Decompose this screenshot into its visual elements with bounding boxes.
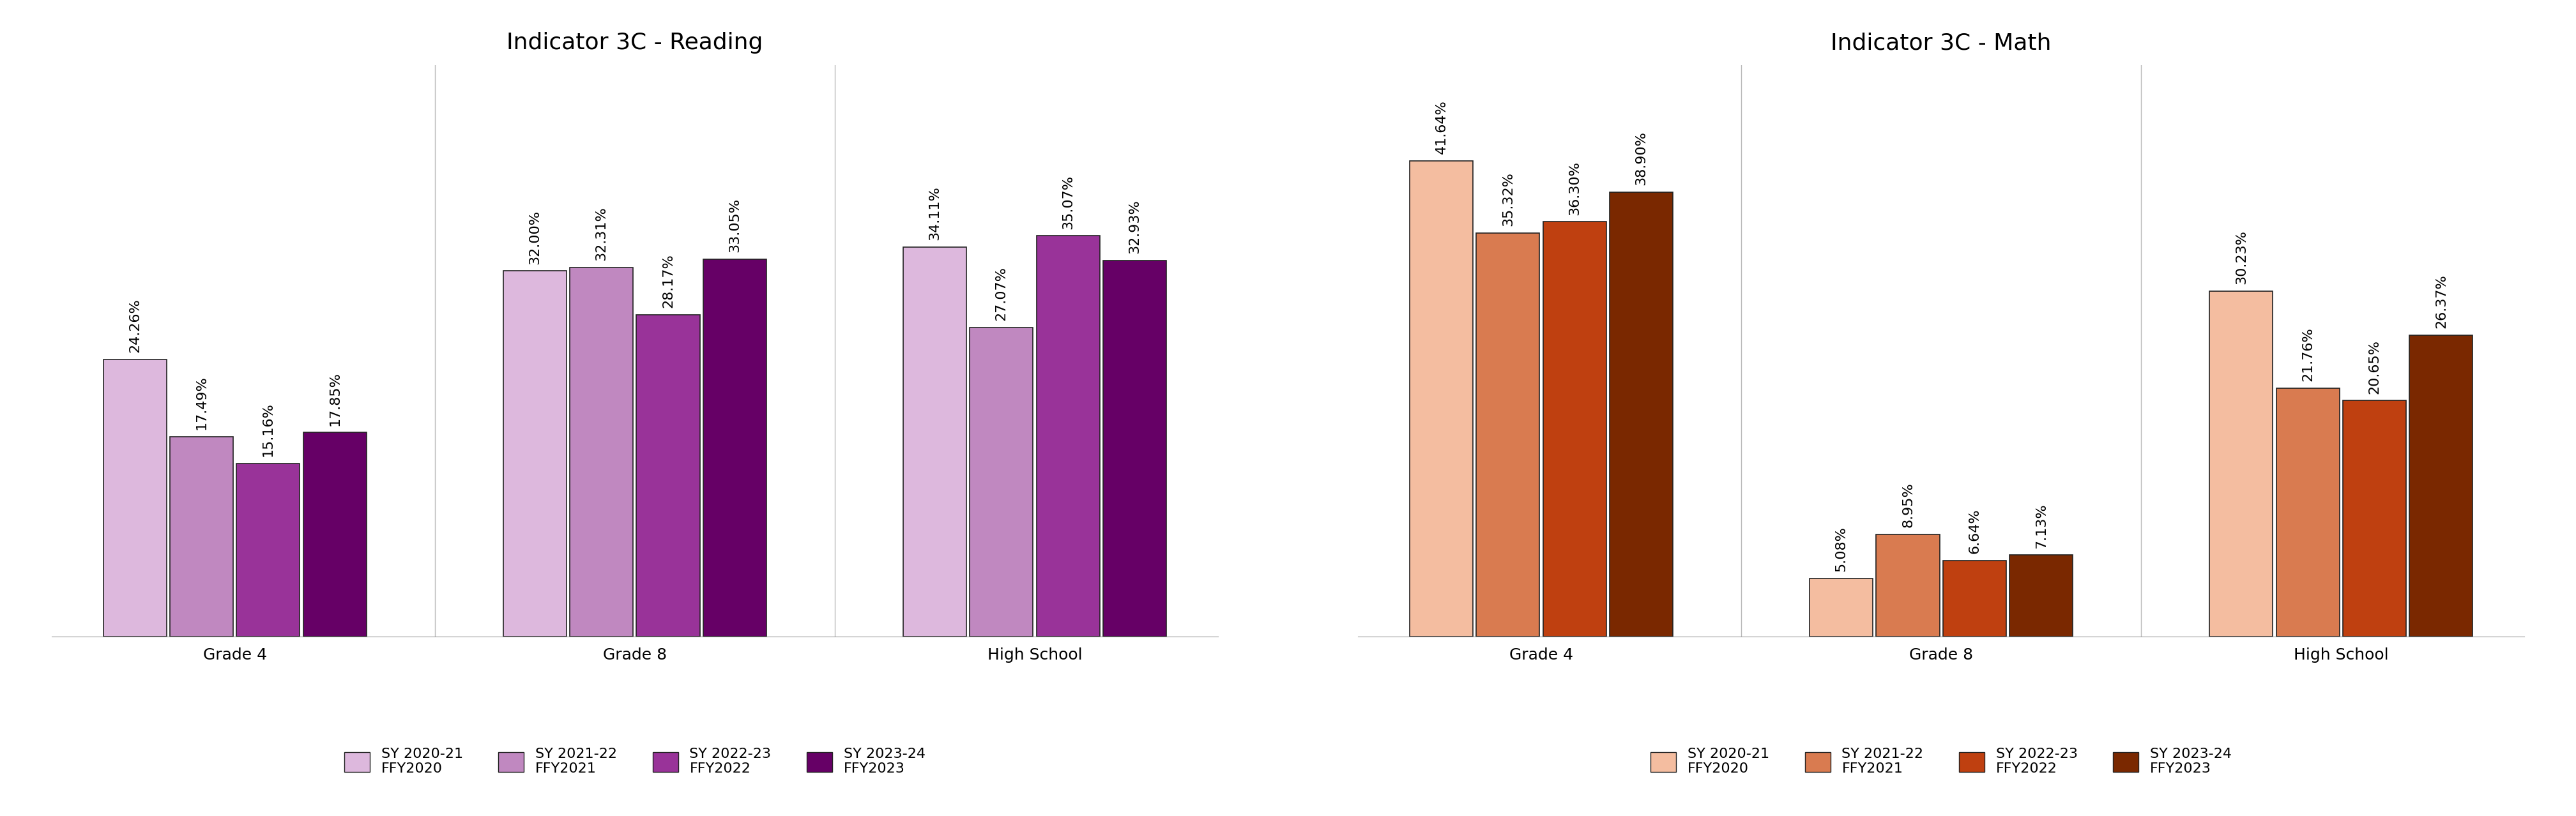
Text: 41.64%: 41.64% [1435,100,1448,154]
Text: 33.05%: 33.05% [729,197,742,252]
Bar [2009,555,2074,636]
Bar [1036,236,1100,636]
Text: 5.08%: 5.08% [1834,526,1847,571]
Text: 36.30%: 36.30% [1569,161,1582,215]
Legend: SY 2020-21
FFY2020, SY 2021-22
FFY2021, SY 2022-23
FFY2022, SY 2023-24
FFY2023: SY 2020-21 FFY2020, SY 2021-22 FFY2021, … [330,734,940,789]
Bar [237,463,299,636]
Bar [569,268,634,636]
Text: 21.76%: 21.76% [2300,327,2313,381]
Text: 38.90%: 38.90% [1636,131,1649,185]
Text: 20.65%: 20.65% [2367,339,2380,393]
Bar [1476,233,1540,636]
Bar [703,259,768,636]
Bar [636,315,701,636]
Text: 34.11%: 34.11% [927,186,940,240]
Bar [1543,222,1607,636]
Text: 8.95%: 8.95% [1901,482,1914,527]
Text: 7.13%: 7.13% [2035,503,2048,548]
Title: Indicator 3C - Reading: Indicator 3C - Reading [507,32,762,54]
Text: 32.31%: 32.31% [595,206,608,260]
Bar [1409,161,1473,636]
Bar [1942,561,2007,636]
Bar [103,359,167,636]
Text: 6.64%: 6.64% [1968,508,1981,554]
Text: 28.17%: 28.17% [662,254,675,308]
Bar [904,246,966,636]
Text: 27.07%: 27.07% [994,266,1007,321]
Text: 24.26%: 24.26% [129,299,142,353]
Bar [1610,192,1672,636]
Bar [2409,335,2473,636]
Bar [2342,401,2406,636]
Text: 26.37%: 26.37% [2434,274,2447,328]
Bar [2277,388,2339,636]
Text: 15.16%: 15.16% [263,402,276,456]
Bar [170,437,234,636]
Title: Indicator 3C - Math: Indicator 3C - Math [1832,32,2050,54]
Bar [969,327,1033,636]
Bar [1875,534,1940,636]
Text: 32.00%: 32.00% [528,210,541,264]
Bar [1103,260,1167,636]
Bar [2210,291,2272,636]
Legend: SY 2020-21
FFY2020, SY 2021-22
FFY2021, SY 2022-23
FFY2022, SY 2023-24
FFY2023: SY 2020-21 FFY2020, SY 2021-22 FFY2021, … [1636,734,2246,789]
Text: 35.32%: 35.32% [1502,172,1515,226]
Text: 17.49%: 17.49% [196,375,209,430]
Bar [502,271,567,636]
Text: 32.93%: 32.93% [1128,199,1141,254]
Text: 30.23%: 30.23% [2236,230,2249,284]
Bar [304,432,366,636]
Text: 35.07%: 35.07% [1061,175,1074,229]
Bar [1808,579,1873,636]
Text: 17.85%: 17.85% [327,371,340,426]
